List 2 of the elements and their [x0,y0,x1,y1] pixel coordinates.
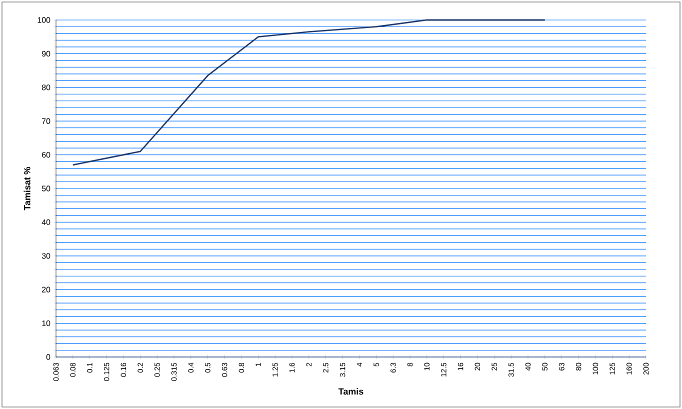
x-axis-title: Tamis [338,388,364,395]
y-axis-title: Tamisat % [24,166,30,210]
